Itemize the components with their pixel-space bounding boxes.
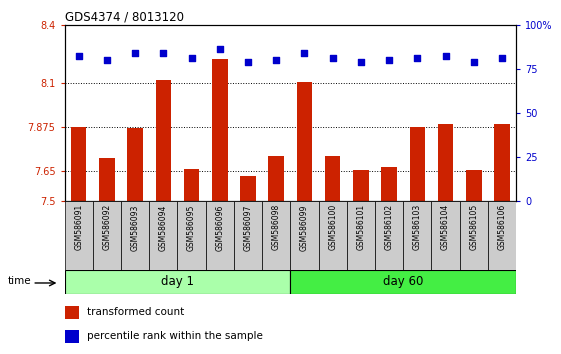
Point [74, 53, 83, 59]
Bar [127, 129, 143, 201]
Text: transformed count: transformed count [87, 307, 184, 317]
Point [356, 59, 365, 64]
Point [102, 57, 111, 63]
Point [300, 50, 309, 56]
Text: GSM586103: GSM586103 [413, 204, 422, 250]
Text: GSM586106: GSM586106 [498, 204, 507, 250]
Bar [177, 201, 206, 270]
Text: GSM586099: GSM586099 [300, 204, 309, 251]
Point [498, 55, 507, 61]
Bar [269, 156, 284, 201]
Text: GSM586094: GSM586094 [159, 204, 168, 251]
Point [215, 47, 224, 52]
Bar [410, 127, 425, 201]
Bar [240, 176, 256, 201]
Bar [431, 201, 459, 270]
Text: GSM586100: GSM586100 [328, 204, 337, 250]
Point [328, 55, 337, 61]
Bar [262, 201, 291, 270]
Text: GSM586091: GSM586091 [74, 204, 83, 250]
Bar [353, 170, 369, 201]
Point [272, 57, 280, 63]
Point [413, 55, 422, 61]
Text: GDS4374 / 8013120: GDS4374 / 8013120 [65, 11, 183, 24]
Bar [375, 201, 403, 270]
Point [470, 59, 479, 64]
Point [131, 50, 140, 56]
Bar [206, 201, 234, 270]
Bar [65, 330, 79, 343]
Text: GSM586092: GSM586092 [102, 204, 111, 250]
Bar [459, 201, 488, 270]
Bar [403, 201, 431, 270]
Bar [488, 201, 516, 270]
Bar [234, 201, 262, 270]
Bar [65, 270, 291, 294]
Text: percentile rank within the sample: percentile rank within the sample [87, 331, 263, 341]
Bar [297, 82, 312, 201]
Bar [212, 59, 228, 201]
Text: GSM586105: GSM586105 [470, 204, 479, 250]
Bar [121, 201, 149, 270]
Bar [65, 201, 93, 270]
Text: GSM586104: GSM586104 [441, 204, 450, 250]
Bar [291, 201, 319, 270]
Bar [494, 125, 510, 201]
Point [385, 57, 394, 63]
Text: GSM586098: GSM586098 [272, 204, 280, 250]
Bar [466, 170, 481, 201]
Point [243, 59, 252, 64]
Text: GSM586096: GSM586096 [215, 204, 224, 251]
Bar [155, 80, 171, 201]
Point [187, 55, 196, 61]
Point [159, 50, 168, 56]
Bar [319, 201, 347, 270]
Bar [381, 166, 397, 201]
Bar [291, 270, 516, 294]
Text: GSM586101: GSM586101 [356, 204, 365, 250]
Text: GSM586095: GSM586095 [187, 204, 196, 251]
Bar [149, 201, 177, 270]
Bar [438, 124, 453, 201]
Bar [347, 201, 375, 270]
Point [441, 53, 450, 59]
Text: day 1: day 1 [161, 275, 194, 288]
Text: time: time [8, 275, 31, 286]
Bar [99, 158, 114, 201]
Bar [184, 170, 199, 201]
Bar [325, 156, 341, 201]
Text: GSM586097: GSM586097 [243, 204, 252, 251]
Text: day 60: day 60 [383, 275, 424, 288]
Text: GSM586093: GSM586093 [131, 204, 140, 251]
Bar [65, 306, 79, 319]
Bar [71, 127, 86, 201]
Bar [93, 201, 121, 270]
Text: GSM586102: GSM586102 [385, 204, 394, 250]
